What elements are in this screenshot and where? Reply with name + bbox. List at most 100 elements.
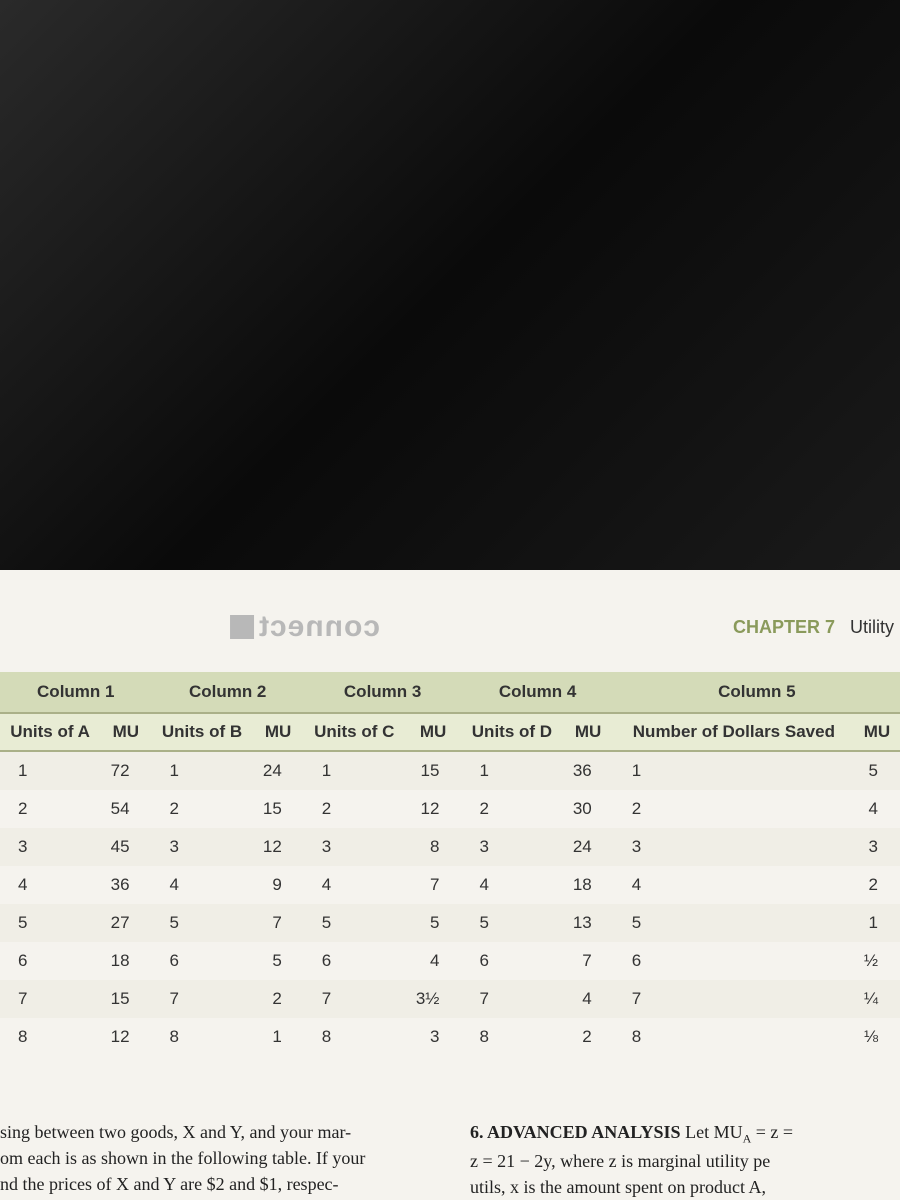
table-cell: 36 <box>562 751 613 790</box>
connect-logo: connect <box>230 610 380 644</box>
table-cell: ½ <box>854 942 900 980</box>
sub-header: Units of B <box>152 713 253 751</box>
chapter-topic: Utility <box>850 617 894 637</box>
sub-header: MU <box>100 713 151 751</box>
sub-header: MU <box>854 713 900 751</box>
table-cell: 45 <box>100 828 151 866</box>
table-row: 3453123832433 <box>0 828 900 866</box>
table-cell: 27 <box>100 904 151 942</box>
sub-header: Number of Dollars Saved <box>614 713 854 751</box>
table-cell: 5 <box>152 904 253 942</box>
table-cell: 5 <box>252 942 303 980</box>
table-cell: 3 <box>152 828 253 866</box>
table-cell: 5 <box>304 904 405 942</box>
utility-table: Column 1 Column 2 Column 3 Column 4 Colu… <box>0 672 900 1056</box>
table-row: 17212411513615 <box>0 751 900 790</box>
table-cell: 1 <box>854 904 900 942</box>
chapter-number: CHAPTER 7 <box>733 617 835 637</box>
question-title: 6. ADVANCED ANALYSIS <box>470 1122 681 1142</box>
table-cell: 1 <box>304 751 405 790</box>
table-group-header-row: Column 1 Column 2 Column 3 Column 4 Colu… <box>0 672 900 713</box>
table-row: 25421521223024 <box>0 790 900 828</box>
table-cell: 7 <box>562 942 613 980</box>
table-cell: 24 <box>252 751 303 790</box>
table-cell: 4 <box>304 866 405 904</box>
sub-header: MU <box>405 713 462 751</box>
table-cell: 3 <box>854 828 900 866</box>
table-cell: 7 <box>0 980 100 1018</box>
table-cell: 1 <box>152 751 253 790</box>
logo-square-icon <box>230 615 254 639</box>
table-cell: 8 <box>461 1018 562 1056</box>
table-row: 6186564676½ <box>0 942 900 980</box>
table-cell: 2 <box>854 866 900 904</box>
table-cell: 6 <box>304 942 405 980</box>
table-cell: 36 <box>100 866 151 904</box>
table-cell: 7 <box>152 980 253 1018</box>
subscript: A <box>743 1131 752 1145</box>
body-line: z = 21 − 2y, where z is marginal utility… <box>470 1151 770 1171</box>
table-cell: 30 <box>562 790 613 828</box>
left-text-column: sing between two goods, X and Y, and you… <box>0 1119 420 1200</box>
table-cell: 7 <box>614 980 854 1018</box>
body-line: Let MU <box>685 1122 743 1142</box>
table-row: 8128183828⅛ <box>0 1018 900 1056</box>
table-cell: 72 <box>100 751 151 790</box>
table-cell: 3 <box>405 1018 462 1056</box>
table-cell: 18 <box>562 866 613 904</box>
table-cell: 3 <box>461 828 562 866</box>
table-cell: 7 <box>252 904 303 942</box>
table-cell: 7 <box>304 980 405 1018</box>
group-header: Column 3 <box>304 672 462 713</box>
group-header: Column 5 <box>614 672 900 713</box>
table-cell: 1 <box>0 751 100 790</box>
body-line: nd the prices of X and Y are $2 and $1, … <box>0 1174 339 1194</box>
table-cell: 1 <box>252 1018 303 1056</box>
body-line: sing between two goods, X and Y, and you… <box>0 1122 351 1142</box>
table-row: 7157273½747¼ <box>0 980 900 1018</box>
sub-header: MU <box>252 713 303 751</box>
table-cell: 12 <box>252 828 303 866</box>
group-header: Column 4 <box>461 672 613 713</box>
table-cell: 2 <box>304 790 405 828</box>
table-cell: 7 <box>405 866 462 904</box>
table-cell: 2 <box>152 790 253 828</box>
right-text-column: 6. ADVANCED ANALYSIS Let MUA = z = z = 2… <box>460 1119 890 1200</box>
body-line: = z = <box>751 1122 793 1142</box>
table-cell: 5 <box>614 904 854 942</box>
table-cell: 8 <box>152 1018 253 1056</box>
table-cell: 4 <box>405 942 462 980</box>
table-body: 1721241151361525421521223024345312383243… <box>0 751 900 1056</box>
textbook-page: connect CHAPTER 7 Utility Column 1 Colum… <box>0 570 900 1200</box>
table-cell: 4 <box>562 980 613 1018</box>
table-cell: 2 <box>562 1018 613 1056</box>
page-header: connect CHAPTER 7 Utility <box>0 610 900 644</box>
chapter-label: CHAPTER 7 Utility <box>733 617 894 638</box>
table-cell: 2 <box>0 790 100 828</box>
table-cell: 6 <box>461 942 562 980</box>
table-cell: 5 <box>461 904 562 942</box>
photo-background <box>0 0 900 570</box>
table-sub-header-row: Units of A MU Units of B MU Units of C M… <box>0 713 900 751</box>
table-cell: 9 <box>252 866 303 904</box>
table-cell: 15 <box>252 790 303 828</box>
table-cell: 12 <box>405 790 462 828</box>
table-cell: 4 <box>0 866 100 904</box>
table-cell: 6 <box>152 942 253 980</box>
sub-header: Units of A <box>0 713 100 751</box>
table-cell: 12 <box>100 1018 151 1056</box>
table-cell: 4 <box>152 866 253 904</box>
table-cell: 7 <box>461 980 562 1018</box>
table-cell: 1 <box>461 751 562 790</box>
table-cell: 15 <box>100 980 151 1018</box>
group-header: Column 1 <box>0 672 152 713</box>
table-cell: 8 <box>405 828 462 866</box>
table-cell: 2 <box>614 790 854 828</box>
table-cell: 5 <box>405 904 462 942</box>
utility-table-wrap: Column 1 Column 2 Column 3 Column 4 Colu… <box>0 672 900 1056</box>
logo-text: connect <box>258 610 380 644</box>
table-cell: 6 <box>0 942 100 980</box>
table-cell: 15 <box>405 751 462 790</box>
table-cell: 4 <box>461 866 562 904</box>
table-cell: 18 <box>100 942 151 980</box>
